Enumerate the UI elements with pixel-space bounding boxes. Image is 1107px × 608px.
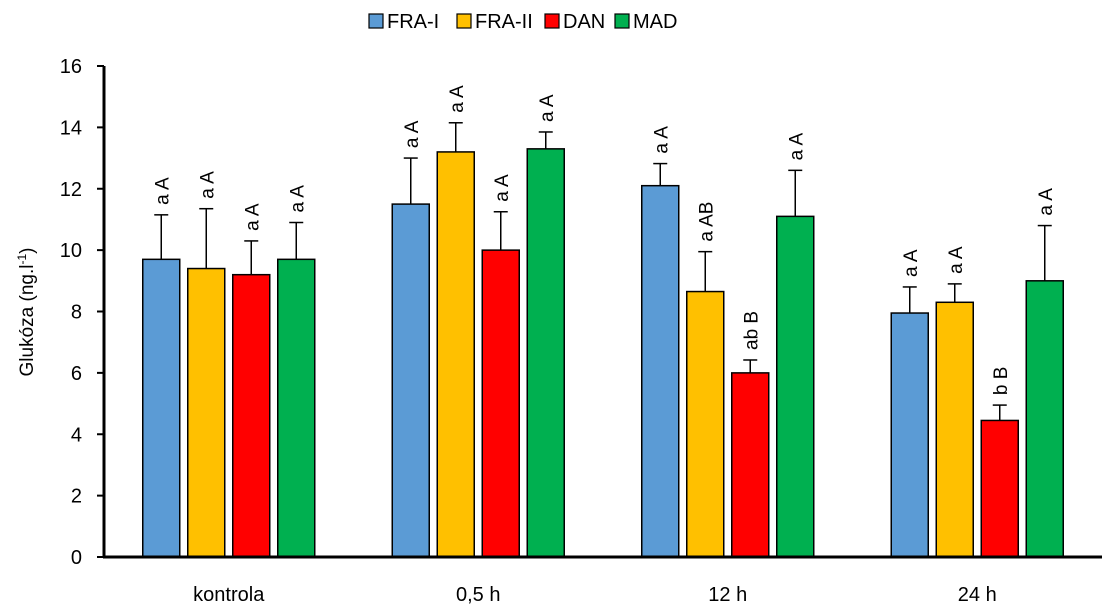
x-category-label: kontrola	[193, 584, 265, 606]
significance-label: a A	[402, 120, 423, 148]
bar	[436, 151, 475, 558]
legend-label: FRA-I	[387, 11, 439, 33]
bar	[391, 203, 430, 558]
bar	[187, 267, 226, 558]
significance-label: b B	[991, 367, 1012, 396]
legend-swatch	[544, 13, 560, 29]
y-axis-title-text: Glukóza (ng.l	[17, 265, 38, 377]
bar	[776, 215, 815, 558]
legend-label: MAD	[633, 11, 677, 33]
x-category-label: 12 h	[708, 584, 747, 606]
bar	[526, 148, 565, 558]
y-tick-label: 10	[60, 240, 82, 262]
significance-label: ab B	[741, 311, 762, 350]
y-tick-label: 16	[60, 56, 82, 78]
significance-label: a A	[1036, 188, 1057, 216]
bar	[641, 184, 680, 558]
significance-label: a A	[537, 94, 558, 122]
bar	[1025, 280, 1064, 558]
bar	[890, 312, 929, 558]
bar	[935, 301, 974, 558]
x-axis-categories: kontrola 0,5 h 12 h 24 h	[193, 584, 997, 606]
y-axis-title-superscript: -1	[15, 254, 29, 265]
legend-label: DAN	[563, 11, 605, 33]
legend-label: FRA-II	[475, 11, 533, 33]
significance-label: a A	[287, 185, 308, 213]
significance-label: a A	[197, 171, 218, 199]
bars-layer	[142, 148, 1064, 558]
y-tick-label: 12	[60, 179, 82, 201]
x-category-label: 0,5 h	[456, 584, 500, 606]
y-tick-label: 8	[71, 302, 82, 324]
significance-label: a A	[447, 85, 468, 113]
significance-label: a A	[651, 126, 672, 154]
bar	[277, 258, 316, 558]
significance-label: a A	[946, 246, 967, 274]
significance-label: a A	[492, 174, 513, 202]
legend-swatch	[368, 13, 384, 29]
bar	[980, 419, 1019, 558]
y-tick-label: 6	[71, 363, 82, 385]
significance-label: a A	[786, 133, 807, 161]
significance-label: a AB	[696, 202, 717, 242]
bar	[686, 290, 725, 558]
significance-label: a A	[152, 177, 173, 205]
y-tick-label: 14	[60, 117, 82, 139]
error-bars-layer	[154, 122, 1052, 421]
bar	[142, 258, 181, 558]
y-tick-label: 0	[71, 547, 82, 569]
significance-labels-layer: a A a A a A a A a A a A a A a A a A a AB ab B a A a …	[152, 85, 1057, 395]
y-tick-label: 4	[71, 424, 82, 446]
significance-label: a A	[242, 203, 263, 231]
y-axis-title: Glukóza (ng.l-1)	[15, 248, 38, 377]
x-category-label: 24 h	[958, 584, 997, 606]
legend-swatch	[614, 13, 630, 29]
significance-label: a A	[901, 249, 922, 277]
bar	[232, 273, 271, 558]
bar	[731, 372, 770, 558]
chart-legend: FRA-I FRA-II DAN MAD	[368, 11, 677, 33]
y-axis-title-end: )	[17, 248, 38, 254]
y-tick-label: 2	[71, 486, 82, 508]
legend-swatch	[456, 13, 472, 29]
bar	[481, 249, 520, 558]
y-axis-ticks: 0 2 4 6 8 10 12 14 16	[60, 56, 104, 569]
